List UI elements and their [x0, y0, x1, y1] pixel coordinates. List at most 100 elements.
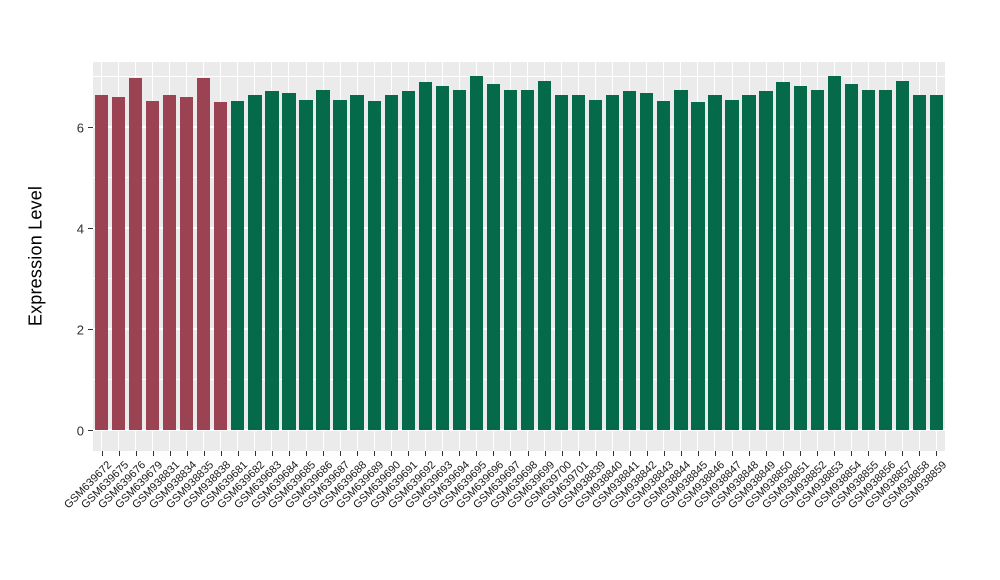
bar-GSM639698 [520, 90, 535, 430]
bar-GSM639682 [248, 94, 262, 430]
x-tick-mark [374, 451, 376, 456]
bar-GSM938847 [725, 100, 739, 430]
x-tick-mark [425, 451, 427, 456]
bar-GSM938844 [674, 90, 688, 430]
bar-GSM639697 [503, 90, 518, 430]
bar-GSM639691 [401, 91, 415, 430]
x-tick-mark [646, 451, 648, 456]
bar-GSM639690 [384, 94, 398, 430]
x-tick-mark [442, 451, 444, 456]
bar-GSM639693 [435, 86, 449, 430]
x-tick-mark [697, 451, 699, 456]
y-tick-mark [88, 228, 93, 229]
bar-GSM938851 [793, 86, 807, 430]
x-tick-mark [220, 451, 222, 456]
bar-GSM639675 [111, 97, 126, 430]
x-tick-mark [749, 451, 751, 456]
x-tick-mark [680, 451, 682, 456]
x-tick-mark [919, 451, 921, 456]
bar-GSM938843 [657, 100, 671, 430]
bar-GSM639686 [316, 90, 330, 430]
x-tick-mark [271, 451, 273, 456]
bar-GSM639688 [350, 94, 364, 430]
bar-GSM639676 [128, 78, 143, 430]
x-tick-mark [135, 451, 137, 456]
x-tick-mark [851, 451, 853, 456]
x-tick-mark [186, 451, 188, 456]
bar-GSM938850 [776, 81, 790, 430]
x-tick-mark [101, 451, 103, 456]
bar-GSM639692 [418, 81, 432, 430]
y-tick-label: 6 [76, 120, 84, 135]
minor-gridline [93, 277, 945, 279]
x-tick-mark [118, 451, 120, 456]
x-tick-mark [288, 451, 290, 456]
y-tick-label: 2 [76, 322, 84, 337]
bar-GSM938858 [912, 95, 927, 430]
bar-GSM938854 [844, 84, 858, 430]
bar-GSM938839 [589, 100, 603, 430]
bar-GSM639683 [265, 91, 279, 430]
bar-GSM639689 [367, 100, 381, 430]
bar-GSM639700 [554, 95, 569, 430]
x-tick-mark [254, 451, 256, 456]
x-tick-mark [578, 451, 580, 456]
x-tick-mark [936, 451, 938, 456]
bar-GSM639694 [452, 89, 466, 430]
bar-GSM938856 [878, 90, 892, 430]
bar-GSM938859 [929, 94, 944, 430]
bar-GSM639685 [299, 100, 313, 430]
x-tick-mark [783, 451, 785, 456]
x-tick-mark [595, 451, 597, 456]
y-tick-mark [88, 127, 93, 128]
y-axis-title: Expression Level [25, 185, 46, 327]
bar-GSM639679 [145, 101, 160, 430]
x-tick-mark [152, 451, 154, 456]
x-tick-mark [169, 451, 171, 456]
x-tick-mark [340, 451, 342, 456]
x-tick-mark [714, 451, 716, 456]
bar-GSM639699 [537, 80, 552, 430]
major-gridline [93, 429, 945, 431]
bar-GSM639672 [94, 95, 109, 430]
x-tick-mark [902, 451, 904, 456]
bar-GSM938853 [827, 75, 841, 430]
bar-GSM938845 [691, 101, 705, 430]
x-tick-mark [544, 451, 546, 456]
x-tick-mark [408, 451, 410, 456]
bar-GSM938831 [163, 95, 177, 430]
major-gridline [93, 328, 945, 330]
minor-gridline [93, 378, 945, 380]
x-tick-mark [868, 451, 870, 456]
x-tick-mark [629, 451, 631, 456]
bar-GSM938838 [214, 102, 228, 430]
x-tick-mark [459, 451, 461, 456]
x-tick-mark [203, 451, 205, 456]
x-tick-mark [357, 451, 359, 456]
bar-GSM639684 [282, 92, 296, 430]
y-tick-mark [88, 430, 93, 431]
minor-gridline [93, 176, 945, 178]
x-tick-mark [561, 451, 563, 456]
x-tick-mark [391, 451, 393, 456]
bar-GSM639681 [231, 100, 245, 430]
x-tick-mark [834, 451, 836, 456]
major-gridline [93, 227, 945, 229]
bar-GSM938842 [640, 92, 654, 430]
x-tick-mark [306, 451, 307, 456]
x-tick-mark [527, 451, 529, 456]
x-tick-mark [663, 451, 665, 456]
bar-GSM938841 [623, 91, 637, 430]
bar-GSM938849 [759, 91, 773, 430]
bar-GSM938846 [708, 94, 722, 430]
bar-GSM938840 [606, 94, 620, 430]
y-tick-label: 4 [76, 221, 84, 236]
x-tick-mark [237, 451, 239, 456]
x-tick-mark [732, 451, 733, 456]
bar-GSM938852 [810, 89, 824, 430]
bar-GSM639696 [486, 84, 501, 430]
minor-gridline [93, 75, 945, 77]
y-tick-label: 0 [76, 423, 84, 438]
y-tick-mark [88, 329, 93, 330]
